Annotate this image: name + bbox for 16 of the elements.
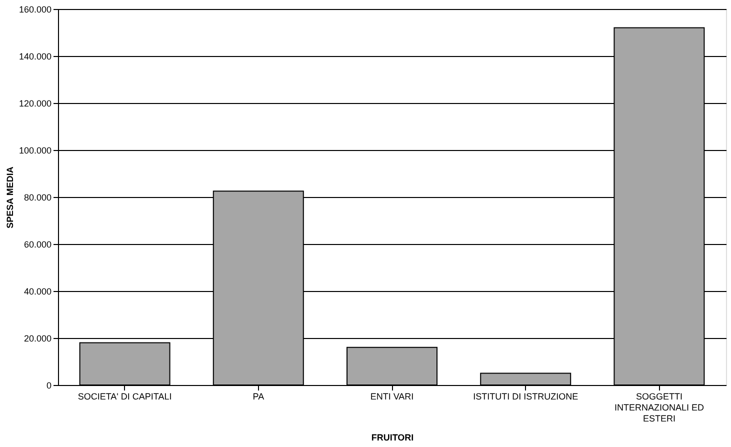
y-tick-label: 20.000 <box>24 334 52 344</box>
y-tick-label: 40.000 <box>24 286 52 296</box>
y-tick-label: 140.000 <box>18 52 52 62</box>
y-axis-title: SPESA MEDIA <box>4 166 15 228</box>
x-tick-label: ENTI VARI <box>370 392 414 402</box>
x-tick-label: SOCIETA' DI CAPITALI <box>78 392 172 402</box>
y-tick-label: 100.000 <box>18 146 52 156</box>
y-tick-label: 160.000 <box>18 4 52 14</box>
x-tick-label: SOGGETTI INTERNAZIONALI ED ESTERI <box>614 392 704 424</box>
x-axis-title: FRUITORI <box>371 432 414 442</box>
y-tick-label: 80.000 <box>24 192 52 202</box>
x-tick-label: PA <box>252 392 264 402</box>
y-tick-label: 60.000 <box>24 240 52 250</box>
y-tick-label: 120.000 <box>18 98 52 108</box>
y-tick-label: 0 <box>46 380 52 390</box>
x-tick-label: ISTITUTI DI ISTRUZIONE <box>473 392 578 402</box>
